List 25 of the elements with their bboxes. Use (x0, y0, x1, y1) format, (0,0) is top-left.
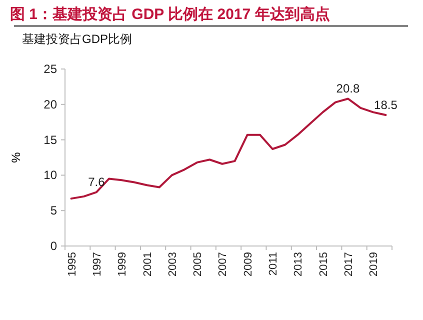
x-tick-label: 2001 (142, 252, 154, 276)
x-tick-label: 2011 (268, 252, 280, 276)
x-tick-label: 2017 (342, 252, 355, 276)
data-label: 18.5 (374, 98, 398, 112)
x-tick-label: 1997 (91, 252, 104, 276)
chart-subtitle: 基建投资占GDP比例 (22, 32, 132, 46)
x-tick-label: 2007 (217, 252, 230, 276)
y-tick-label: 5 (50, 204, 58, 218)
x-tick-label: 2013 (292, 252, 305, 276)
x-tick-label: 1999 (116, 252, 129, 276)
data-label: 20.8 (336, 82, 360, 96)
chart-title: 图 1：基建投资占 GDP 比例在 2017 年达到高点 (10, 5, 330, 23)
y-tick-label: 20 (44, 97, 58, 112)
x-tick-label: 2005 (192, 252, 204, 276)
x-tick-label: 2019 (368, 252, 380, 276)
y-tick-label: 10 (44, 168, 58, 182)
y-axis-title: % (9, 152, 23, 163)
x-tick-label: 2009 (242, 252, 254, 276)
y-tick-label: 25 (44, 62, 58, 76)
x-tick-label: 2003 (166, 252, 179, 276)
y-tick-label: 0 (50, 239, 58, 253)
y-tick-label: 15 (44, 132, 58, 147)
x-tick-label: 1995 (66, 252, 78, 276)
data-label: 7.6 (88, 175, 106, 190)
x-tick-label: 2015 (318, 252, 330, 276)
